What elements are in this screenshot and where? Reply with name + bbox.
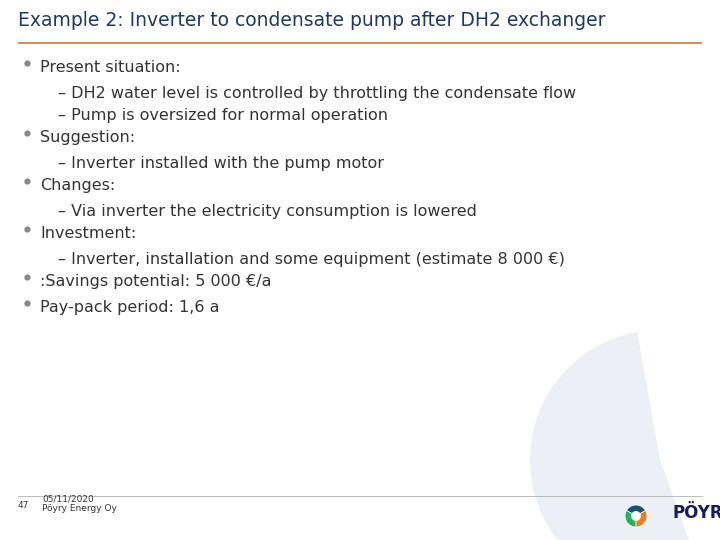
Text: – DH2 water level is controlled by throttling the condensate flow: – DH2 water level is controlled by throt…	[58, 86, 576, 101]
Circle shape	[631, 511, 641, 521]
Text: Pöyry Energy Oy: Pöyry Energy Oy	[42, 504, 117, 513]
Wedge shape	[636, 510, 647, 527]
Text: – Inverter installed with the pump motor: – Inverter installed with the pump motor	[58, 156, 384, 171]
Text: Suggestion:: Suggestion:	[40, 130, 135, 145]
Text: Example 2: Inverter to condensate pump after DH2 exchanger: Example 2: Inverter to condensate pump a…	[18, 11, 606, 30]
Text: 05/11/2020: 05/11/2020	[42, 495, 94, 504]
Wedge shape	[626, 505, 646, 516]
Text: – Pump is oversized for normal operation: – Pump is oversized for normal operation	[58, 108, 388, 123]
Text: :Savings potential: 5 000 €/a: :Savings potential: 5 000 €/a	[40, 274, 271, 289]
Text: – Inverter, installation and some equipment (estimate 8 000 €): – Inverter, installation and some equipm…	[58, 252, 565, 267]
Text: Changes:: Changes:	[40, 178, 115, 193]
Text: PÖYRY: PÖYRY	[672, 504, 720, 522]
Text: Present situation:: Present situation:	[40, 60, 181, 75]
Text: 47: 47	[18, 501, 30, 510]
Text: Investment:: Investment:	[40, 226, 136, 241]
Text: – Via inverter the electricity consumption is lowered: – Via inverter the electricity consumpti…	[58, 204, 477, 219]
Wedge shape	[625, 510, 636, 527]
Wedge shape	[530, 332, 704, 540]
Text: Pay-pack period: 1,6 a: Pay-pack period: 1,6 a	[40, 300, 220, 315]
